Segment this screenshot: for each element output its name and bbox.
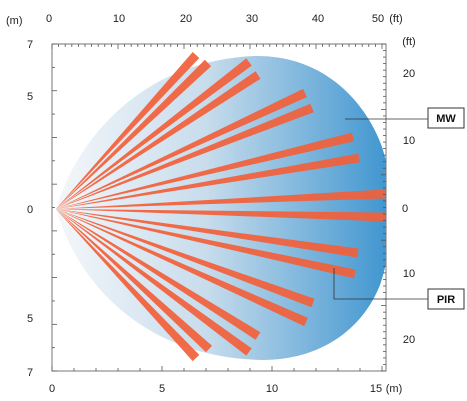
pir-beam [56, 59, 212, 209]
pir-beam [56, 209, 315, 308]
bottom-tick-10: 10 [266, 383, 278, 395]
pir-beam [56, 209, 200, 362]
pir-beam [56, 153, 360, 209]
right-tick-top-20: 20 [403, 68, 415, 80]
top-tick-10: 10 [113, 13, 125, 25]
top-tick-0: 0 [46, 13, 52, 25]
left-tick-top-5: 5 [27, 91, 33, 103]
right-tick-bottom-20: 20 [403, 334, 415, 346]
top-right-unit-label: (ft) [389, 13, 402, 25]
pir-beam [56, 58, 252, 210]
pir-beam [56, 209, 252, 356]
pir-beam [56, 209, 261, 340]
pir-beam [56, 209, 308, 327]
left-tick-bottom-7: 7 [27, 367, 33, 379]
right-unit-label: (ft) [402, 36, 415, 48]
top-unit-label: (m) [6, 15, 23, 27]
pir-beam [56, 71, 261, 209]
bottom-tick-15: 15 [370, 383, 382, 395]
pir-label-box: PIR [427, 288, 465, 310]
mw-label-box: MW [427, 107, 465, 129]
mw-label: MW [436, 113, 456, 125]
pir-beam [56, 209, 359, 258]
pir-beams [56, 52, 386, 362]
left-tick-bottom-5: 5 [27, 313, 33, 325]
pir-beam [56, 209, 356, 279]
pir-beam [56, 88, 307, 209]
bottom-tick-5: 5 [159, 383, 165, 395]
pir-leader-line [333, 268, 430, 300]
top-tick-40: 40 [312, 13, 324, 25]
pir-beam [56, 189, 386, 209]
right-tick-bottom-10: 10 [403, 268, 415, 280]
right-tick-top-10: 10 [403, 135, 415, 147]
top-tick-20: 20 [180, 13, 192, 25]
pir-label: PIR [437, 294, 455, 306]
pir-beam [56, 52, 200, 209]
pir-beam [56, 132, 355, 209]
left-tick-0: 0 [27, 204, 33, 216]
bottom-tick-0: 0 [49, 383, 55, 395]
axis-ticks [51, 43, 386, 372]
pir-beam [56, 209, 212, 353]
left-tick-top-7: 7 [27, 39, 33, 51]
bottom-unit-label: (m) [386, 383, 403, 395]
top-tick-30: 30 [246, 13, 258, 25]
pir-beam [56, 209, 386, 222]
right-tick-0: 0 [402, 203, 408, 215]
pir-beam [56, 103, 314, 209]
top-tick-50: 50 [372, 13, 384, 25]
